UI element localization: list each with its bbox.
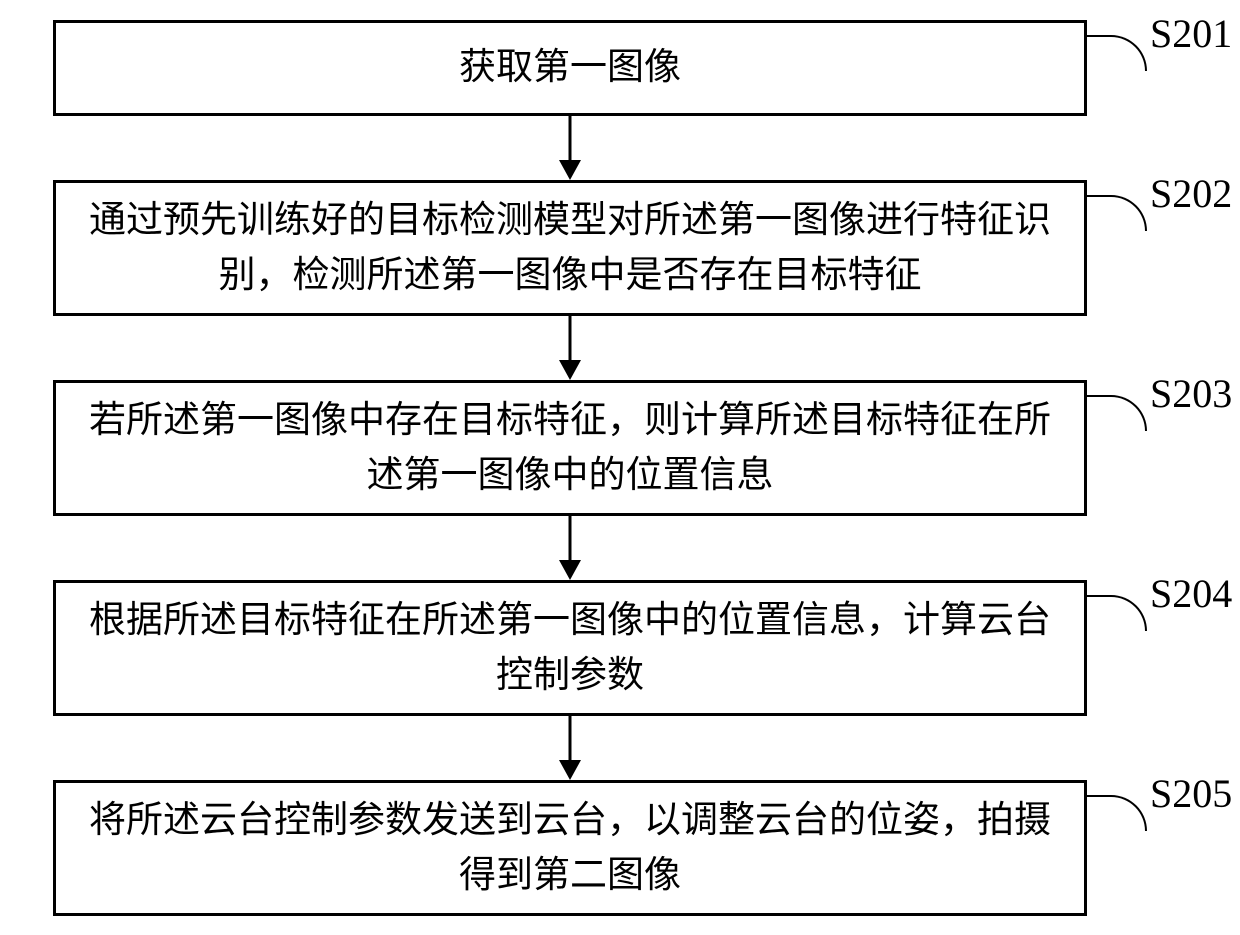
flowchart-container: 获取第一图像 S201 通过预先训练好的目标检测模型对所述第一图像进行特征识别，… — [0, 0, 1240, 935]
step-box-s202: 通过预先训练好的目标检测模型对所述第一图像进行特征识别，检测所述第一图像中是否存… — [53, 180, 1087, 316]
step-label-s201: S201 — [1150, 10, 1232, 57]
arrow-s202-s203 — [53, 316, 1087, 380]
step-label-s205: S205 — [1150, 770, 1232, 817]
step-box-s205: 将所述云台控制参数发送到云台，以调整云台的位姿，拍摄得到第二图像 — [53, 780, 1087, 916]
step-text: 将所述云台控制参数发送到云台，以调整云台的位姿，拍摄得到第二图像 — [80, 793, 1060, 904]
label-connector-s202 — [1087, 195, 1147, 231]
arrow-s201-s202 — [53, 116, 1087, 180]
step-text: 若所述第一图像中存在目标特征，则计算所述目标特征在所述第一图像中的位置信息 — [80, 393, 1060, 504]
label-connector-s205 — [1087, 795, 1147, 831]
arrow-s203-s204 — [53, 516, 1087, 580]
step-box-s203: 若所述第一图像中存在目标特征，则计算所述目标特征在所述第一图像中的位置信息 — [53, 380, 1087, 516]
step-label-s204: S204 — [1150, 570, 1232, 617]
step-text: 通过预先训练好的目标检测模型对所述第一图像进行特征识别，检测所述第一图像中是否存… — [80, 193, 1060, 304]
step-text: 根据所述目标特征在所述第一图像中的位置信息，计算云台控制参数 — [80, 593, 1060, 704]
step-box-s204: 根据所述目标特征在所述第一图像中的位置信息，计算云台控制参数 — [53, 580, 1087, 716]
step-label-s202: S202 — [1150, 170, 1232, 217]
step-box-s201: 获取第一图像 — [53, 20, 1087, 116]
step-label-s203: S203 — [1150, 370, 1232, 417]
label-connector-s201 — [1087, 35, 1147, 71]
arrow-s204-s205 — [53, 716, 1087, 780]
label-connector-s203 — [1087, 395, 1147, 431]
label-connector-s204 — [1087, 595, 1147, 631]
step-text: 获取第一图像 — [459, 40, 681, 96]
